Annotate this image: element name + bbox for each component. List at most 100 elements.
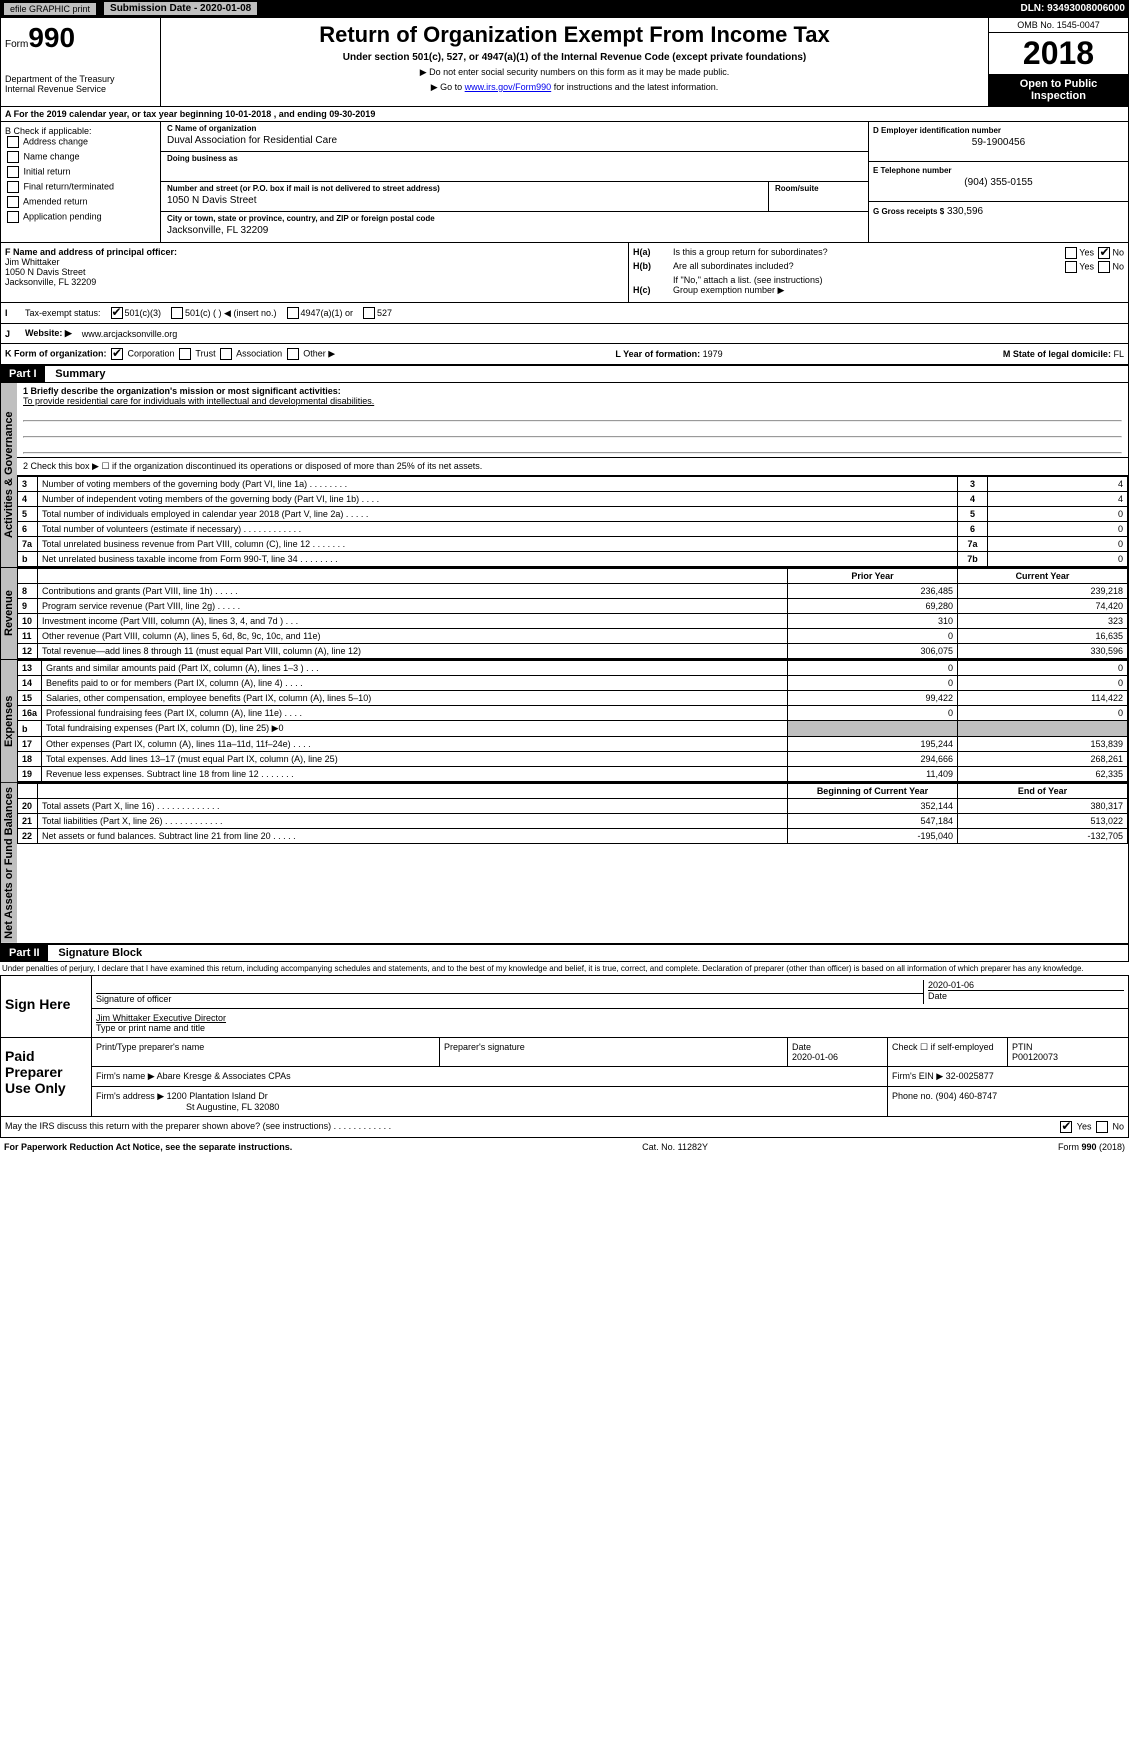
check-applicable-label: B Check if applicable:: [5, 126, 156, 136]
officer-addr2: Jacksonville, FL 32209: [5, 277, 624, 287]
ha-no[interactable]: [1098, 247, 1110, 259]
ptin: P00120073: [1012, 1052, 1124, 1062]
section-b: B Check if applicable: Address change Na…: [0, 122, 1129, 243]
firm-name: Abare Kresge & Associates CPAs: [157, 1071, 291, 1081]
amended-return-check[interactable]: [7, 196, 19, 208]
discuss-yes[interactable]: [1060, 1121, 1072, 1133]
open-public: Open to Public Inspection: [989, 74, 1128, 106]
4947-check[interactable]: [287, 307, 299, 319]
form-note2: ▶ Go to www.irs.gov/Form990 for instruct…: [171, 82, 978, 93]
city-label: City or town, state or province, country…: [167, 214, 862, 223]
hb-text: Are all subordinates included?: [673, 261, 1063, 273]
line1-label: 1 Briefly describe the organization's mi…: [23, 386, 1122, 396]
other-check[interactable]: [287, 348, 299, 360]
discuss-row: May the IRS discuss this return with the…: [0, 1117, 1129, 1138]
year-formation: 1979: [703, 349, 723, 359]
ein-label: D Employer identification number: [873, 126, 1124, 135]
sign-section: Sign Here Signature of officer 2020-01-0…: [0, 975, 1129, 1038]
paid-label: Paid Preparer Use Only: [1, 1038, 91, 1116]
address-change-check[interactable]: [7, 136, 19, 148]
org-name: Duval Association for Residential Care: [167, 135, 862, 146]
room-label: Room/suite: [775, 184, 862, 193]
form-header: Form990 Department of the Treasury Inter…: [0, 17, 1129, 107]
initial-return-check[interactable]: [7, 166, 19, 178]
revenue-label: Revenue: [1, 568, 17, 659]
hb-label: H(b): [633, 261, 673, 273]
sign-date: 2020-01-06: [928, 980, 1124, 990]
netassets-label: Net Assets or Fund Balances: [1, 783, 17, 943]
section-f: F Name and address of principal officer:…: [0, 243, 1129, 303]
city-value: Jacksonville, FL 32209: [167, 225, 862, 236]
501c-check[interactable]: [171, 307, 183, 319]
assoc-check[interactable]: [220, 348, 232, 360]
form-label: Form: [5, 39, 28, 50]
department: Department of the Treasury Internal Reve…: [5, 74, 156, 94]
revenue-table: Prior YearCurrent Year8Contributions and…: [17, 568, 1128, 659]
ha-label: H(a): [633, 247, 673, 259]
ha-text: Is this a group return for subordinates?: [673, 247, 1063, 259]
gross-label: G Gross receipts $: [873, 207, 944, 216]
efile-button[interactable]: efile GRAPHIC print: [4, 3, 96, 15]
sig-officer-label: Signature of officer: [96, 994, 923, 1004]
officer-name: Jim Whittaker: [5, 257, 624, 267]
officer-label: F Name and address of principal officer:: [5, 247, 624, 257]
omb-number: OMB No. 1545-0047: [989, 18, 1128, 33]
501c3-check[interactable]: [111, 307, 123, 319]
name-change-check[interactable]: [7, 151, 19, 163]
expenses-table: 13Grants and similar amounts paid (Part …: [17, 660, 1128, 782]
org-name-label: C Name of organization: [167, 124, 862, 133]
section-a: A For the 2019 calendar year, or tax yea…: [0, 107, 1129, 122]
netassets-section: Net Assets or Fund Balances Beginning of…: [0, 783, 1129, 944]
paperwork-notice: For Paperwork Reduction Act Notice, see …: [4, 1142, 292, 1152]
signer-name: Jim Whittaker Executive Director: [96, 1013, 1124, 1023]
hb-note: If "No," attach a list. (see instruction…: [633, 275, 1124, 285]
tax-year: 2018: [989, 33, 1128, 74]
phone-label: E Telephone number: [873, 166, 1124, 175]
hc-label: H(c): [633, 285, 673, 296]
part1-header: Part I Summary: [0, 365, 1129, 383]
form-subtitle: Under section 501(c), 527, or 4947(a)(1)…: [171, 52, 978, 63]
website-value: www.arcjacksonville.org: [82, 329, 178, 339]
form-note1: ▶ Do not enter social security numbers o…: [171, 67, 978, 78]
state-domicile: FL: [1113, 349, 1124, 359]
netassets-table: Beginning of Current YearEnd of Year20To…: [17, 783, 1128, 844]
expenses-label: Expenses: [1, 660, 17, 782]
part2-header: Part II Signature Block: [0, 944, 1129, 962]
firm-addr: 1200 Plantation Island Dr: [167, 1091, 268, 1101]
ein-value: 59-1900456: [873, 137, 1124, 148]
website-row: J Website: ▶ www.arcjacksonville.org: [0, 324, 1129, 344]
efile-header: efile GRAPHIC print Submission Date - 20…: [0, 0, 1129, 17]
application-pending-check[interactable]: [7, 211, 19, 223]
ha-yes[interactable]: [1065, 247, 1077, 259]
hc-text: Group exemption number ▶: [673, 285, 784, 296]
firm-ein: 32-0025877: [946, 1071, 994, 1081]
527-check[interactable]: [363, 307, 375, 319]
governance-table: 3Number of voting members of the governi…: [17, 476, 1128, 567]
sign-here-label: Sign Here: [1, 976, 91, 1037]
trust-check[interactable]: [179, 348, 191, 360]
corp-check[interactable]: [111, 348, 123, 360]
form-footer: Form 990 (2018): [1058, 1142, 1125, 1152]
final-return-check[interactable]: [7, 181, 19, 193]
officer-addr1: 1050 N Davis Street: [5, 267, 624, 277]
prep-date: 2020-01-06: [792, 1052, 883, 1062]
declaration: Under penalties of perjury, I declare th…: [0, 962, 1129, 975]
revenue-section: Revenue Prior YearCurrent Year8Contribut…: [0, 568, 1129, 660]
street-value: 1050 N Davis Street: [167, 195, 762, 206]
submission-date: Submission Date - 2020-01-08: [104, 2, 257, 15]
discuss-no[interactable]: [1096, 1121, 1108, 1133]
line1-value: To provide residential care for individu…: [23, 396, 1122, 406]
line2: 2 Check this box ▶ ☐ if the organization…: [17, 458, 1128, 476]
form-org-row: K Form of organization: Corporation Trus…: [0, 344, 1129, 365]
signer-name-label: Type or print name and title: [96, 1023, 1124, 1033]
hb-no[interactable]: [1098, 261, 1110, 273]
form-title: Return of Organization Exempt From Incom…: [171, 22, 978, 48]
dba-label: Doing business as: [167, 154, 862, 163]
firm-phone: (904) 460-8747: [936, 1091, 998, 1101]
form-number: 990: [28, 22, 75, 53]
tax-exempt-row: I Tax-exempt status: 501(c)(3) 501(c) ( …: [0, 303, 1129, 324]
irs-link[interactable]: www.irs.gov/Form990: [465, 82, 552, 92]
phone-value: (904) 355-0155: [873, 177, 1124, 188]
sign-date-label: Date: [928, 990, 1124, 1001]
hb-yes[interactable]: [1065, 261, 1077, 273]
